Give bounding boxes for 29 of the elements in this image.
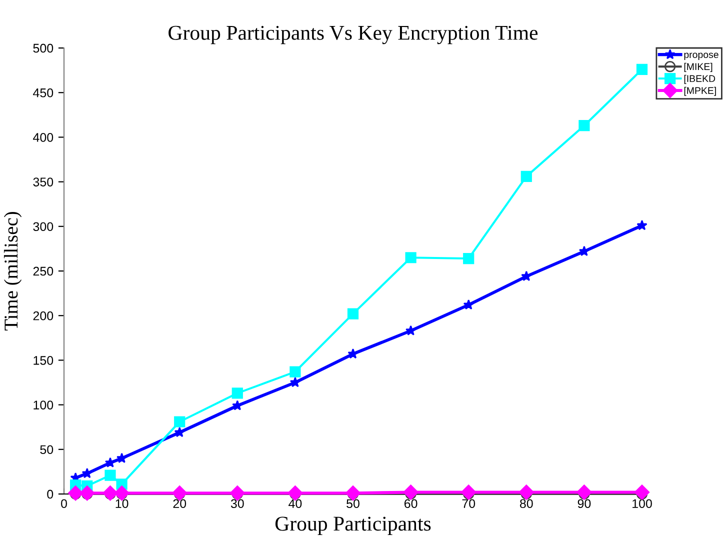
y-tick-label: 150 [34, 356, 54, 365]
x-tick-label: 10 [116, 499, 128, 508]
x-tick-label: 40 [288, 499, 302, 508]
x-tick-label: 0 [61, 499, 67, 508]
x-axis-title: Group Participants [275, 516, 431, 535]
x-tick-label: 80 [520, 499, 533, 508]
y-tick-label: 50 [40, 445, 54, 454]
legend-label: propose [684, 52, 718, 60]
y-tick-label: 350 [33, 178, 54, 186]
x-tick-label: 50 [346, 499, 360, 508]
y-tick-label: 250 [33, 266, 54, 276]
legend-label: [MPKE] [684, 86, 716, 96]
y-tick-label: 300 [33, 222, 54, 232]
y-tick-label: 200 [33, 311, 54, 320]
legend-label: [IBEKD [684, 74, 716, 84]
x-tick-label: 90 [578, 499, 591, 508]
y-tick-label: 0 [47, 490, 54, 499]
y-tick-label: 400 [33, 133, 54, 142]
y-tick-label: 500 [33, 44, 54, 53]
y-tick-label: 100 [34, 400, 54, 410]
y-axis-title: Time (millisec) [4, 212, 22, 331]
x-tick-label: 100 [632, 499, 652, 508]
x-tick-label: 70 [462, 499, 476, 508]
x-tick-label: 30 [230, 499, 244, 508]
x-tick-label: 20 [173, 499, 186, 508]
legend-label: [MIKE] [684, 62, 712, 72]
y-tick-label: 450 [33, 88, 54, 98]
x-tick-label: 60 [404, 499, 418, 508]
chart-title: Group Participants Vs Key Encryption Time [168, 26, 538, 44]
